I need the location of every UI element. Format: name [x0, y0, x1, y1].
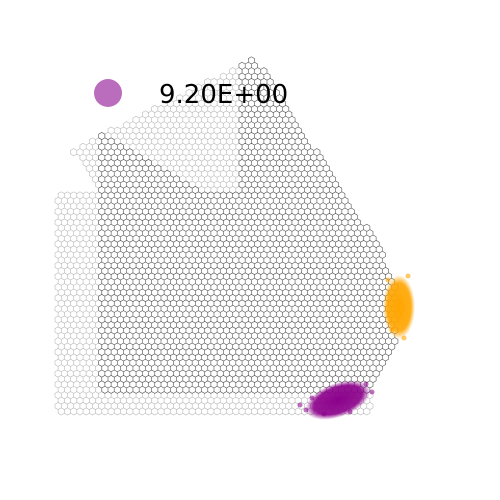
cluster-orange: [383, 275, 415, 339]
purple-spot: [347, 409, 353, 415]
clusters: [297, 273, 415, 420]
purple-spot: [369, 389, 375, 395]
legend-marker: [94, 79, 122, 107]
hex-cells-light: [54, 67, 374, 416]
purple-spot: [309, 395, 315, 401]
orange-spot: [389, 327, 395, 333]
purple-spot: [363, 381, 369, 387]
orange-spot: [405, 273, 411, 279]
legend-label: 9.20E+00: [159, 80, 288, 110]
purple-spot: [297, 402, 303, 408]
hex-grid: [54, 56, 402, 416]
legend: 9.20E+00: [94, 79, 288, 110]
purple-spot: [321, 411, 327, 417]
cluster-purple: [305, 380, 371, 420]
orange-spot: [401, 335, 407, 341]
purple-spot: [303, 407, 309, 413]
orange-spot: [385, 277, 391, 283]
hex-cells: [98, 56, 402, 394]
